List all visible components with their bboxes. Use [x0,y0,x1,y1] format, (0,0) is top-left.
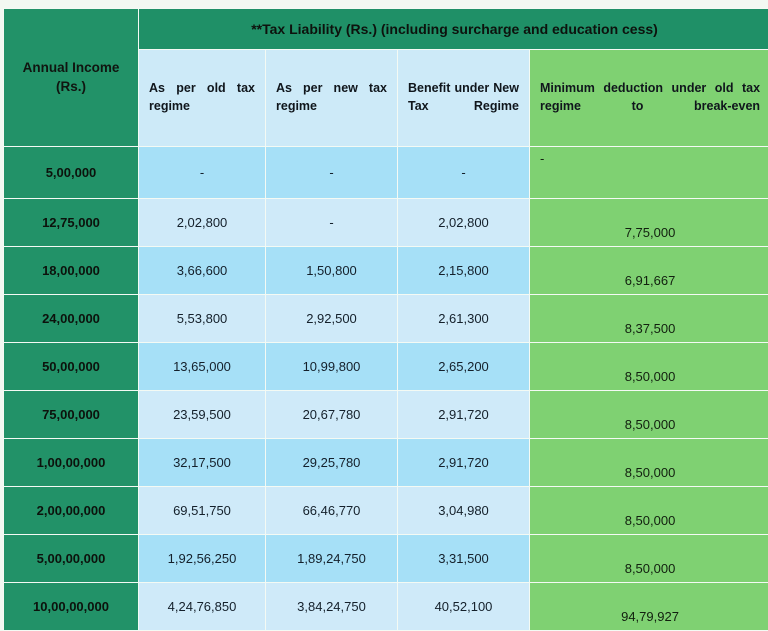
tax-liability-table: Annual Income (Rs.) **Tax Liability (Rs.… [3,8,768,631]
cell-annual-income: 10,00,00,000 [4,583,138,630]
cell-annual-income: 24,00,000 [4,295,138,342]
table-row: 2,00,00,000 69,51,750 66,46,770 3,04,980 8,5… [4,487,768,534]
cell-annual-income: 75,00,000 [4,391,138,438]
cell-benefit-new-regime: 3,04,980 [398,487,529,534]
cell-benefit-new-regime: 3,31,500 [398,535,529,582]
cell-old-regime-tax: 5,53,800 [139,295,265,342]
table-row: 18,00,000 3,66,600 1,50,800 2,15,800 6,91,66… [4,247,768,294]
cell-annual-income: 50,00,000 [4,343,138,390]
cell-new-regime-tax: 1,89,24,750 [266,535,397,582]
cell-annual-income: 12,75,000 [4,199,138,246]
cell-benefit-new-regime: - [398,147,529,198]
column-header-annual-income: Annual Income (Rs.) [4,9,138,146]
cell-benefit-new-regime: 2,61,300 [398,295,529,342]
cell-new-regime-tax: 3,84,24,750 [266,583,397,630]
cell-old-regime-tax: 23,59,500 [139,391,265,438]
column-header-benefit-new-regime: Benefit under New Tax Regime [398,50,529,146]
cell-new-regime-tax: - [266,147,397,198]
cell-min-deduction: 8,50,000 [530,391,768,438]
column-header-new-regime: As per new tax regime [266,50,397,146]
new-regime-label: As per new tax regime [276,80,387,113]
column-header-min-deduction: Minimum deduction under old tax regime t… [530,50,768,146]
cell-old-regime-tax: 1,92,56,250 [139,535,265,582]
header-row-subcolumns: As per old tax regime As per new tax reg… [4,50,768,146]
cell-min-deduction: 8,37,500 [530,295,768,342]
table-row: 5,00,00,000 1,92,56,250 1,89,24,750 3,31,50… [4,535,768,582]
table-row: 5,00,000- - - - [4,147,768,198]
cell-annual-income: 5,00,000 [4,147,138,198]
cell-old-regime-tax: - [139,147,265,198]
cell-new-regime-tax: 20,67,780 [266,391,397,438]
cell-old-regime-tax: 2,02,800 [139,199,265,246]
table-row: 10,00,00,000 4,24,76,850 3,84,24,750 40,52,… [4,583,768,630]
old-regime-label: As per old tax regime [149,80,255,113]
cell-old-regime-tax: 4,24,76,850 [139,583,265,630]
tax-comparison-table-container: Annual Income (Rs.) **Tax Liability (Rs.… [3,8,768,631]
cell-old-regime-tax: 69,51,750 [139,487,265,534]
cell-old-regime-tax: 13,65,000 [139,343,265,390]
cell-benefit-new-regime: 2,02,800 [398,199,529,246]
column-header-old-regime: As per old tax regime [139,50,265,146]
cell-new-regime-tax: 66,46,770 [266,487,397,534]
cell-new-regime-tax: 2,92,500 [266,295,397,342]
cell-benefit-new-regime: 2,91,720 [398,439,529,486]
cell-min-deduction: 8,50,000 [530,535,768,582]
cell-annual-income: 1,00,00,000 [4,439,138,486]
cell-min-deduction: 6,91,667 [530,247,768,294]
cell-new-regime-tax: 10,99,800 [266,343,397,390]
table-row: 1,00,00,000 32,17,500 29,25,780 2,91,720 8,5… [4,439,768,486]
benefit-label: Benefit under New Tax Regime [408,80,519,113]
cell-annual-income: 2,00,00,000 [4,487,138,534]
cell-old-regime-tax: 3,66,600 [139,247,265,294]
cell-new-regime-tax: 29,25,780 [266,439,397,486]
cell-min-deduction: - [530,147,768,198]
cell-new-regime-tax: - [266,199,397,246]
table-body: 5,00,000- - - -12,75,000 2,02,800-2,02,800 7,… [4,147,768,630]
cell-min-deduction: 8,50,000 [530,343,768,390]
table-row: 50,00,000 13,65,000 10,99,800 2,65,200 8,50,… [4,343,768,390]
cell-benefit-new-regime: 2,91,720 [398,391,529,438]
table-row: 12,75,000 2,02,800-2,02,800 7,75,000 [4,199,768,246]
cell-benefit-new-regime: 2,15,800 [398,247,529,294]
header-row-band: Annual Income (Rs.) **Tax Liability (Rs.… [4,9,768,146]
cell-min-deduction: 8,50,000 [530,439,768,486]
table-row: 75,00,000 23,59,500 20,67,780 2,91,720 8,50,… [4,391,768,438]
cell-min-deduction: 7,75,000 [530,199,768,246]
table-row: 24,00,000 5,53,800 2,92,500 2,61,300 8,37,50… [4,295,768,342]
cell-min-deduction: 94,79,927 [530,583,768,630]
column-header-tax-liability-band: **Tax Liability (Rs.) (including surchar… [139,9,768,49]
cell-benefit-new-regime: 40,52,100 [398,583,529,630]
cell-annual-income: 5,00,00,000 [4,535,138,582]
cell-old-regime-tax: 32,17,500 [139,439,265,486]
cell-annual-income: 18,00,000 [4,247,138,294]
cell-benefit-new-regime: 2,65,200 [398,343,529,390]
table-header: Annual Income (Rs.) **Tax Liability (Rs.… [4,9,768,146]
cell-new-regime-tax: 1,50,800 [266,247,397,294]
cell-min-deduction: 8,50,000 [530,487,768,534]
min-deduction-label: Minimum deduction under old tax regime t… [540,80,761,113]
